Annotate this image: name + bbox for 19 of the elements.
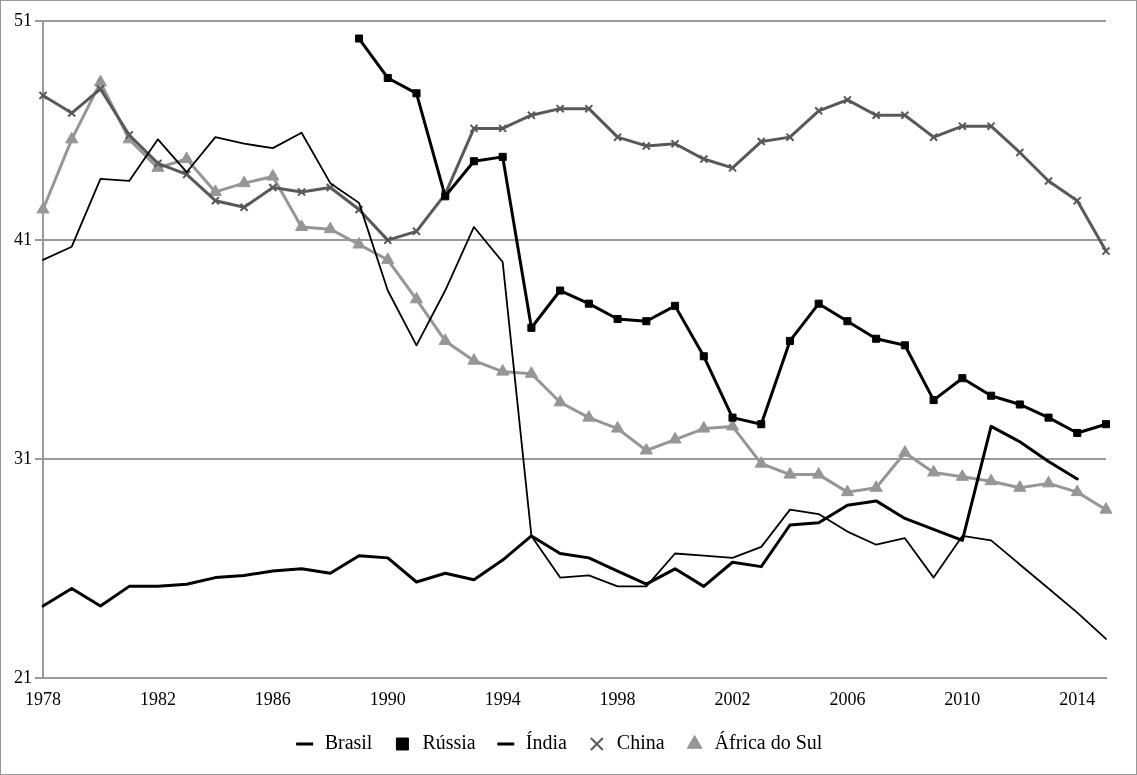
legend-label: Brasil [324, 731, 373, 754]
x-tick-label: 1998 [599, 688, 636, 709]
x-tick-label: 2010 [944, 688, 981, 709]
x-tick-label: 1994 [484, 688, 521, 709]
x-tick-label: 2006 [829, 688, 866, 709]
legend-label: África do Sul [714, 731, 823, 754]
x-tick-label: 1982 [139, 688, 176, 709]
x-tick-label: 2002 [714, 688, 751, 709]
y-tick-label: 21 [14, 667, 32, 688]
y-tick-label: 31 [14, 448, 32, 468]
legend-label: Rússia [422, 731, 476, 754]
legend-label: China [616, 731, 665, 754]
x-tick-label: 1990 [369, 688, 406, 709]
x-tick-label: 1978 [25, 688, 61, 709]
y-tick-label: 51 [14, 9, 32, 30]
x-tick-label: 1986 [254, 688, 291, 709]
legend-label: Índia [525, 731, 567, 754]
y-tick-label: 41 [14, 228, 32, 249]
x-tick-label: 2014 [1059, 688, 1096, 709]
